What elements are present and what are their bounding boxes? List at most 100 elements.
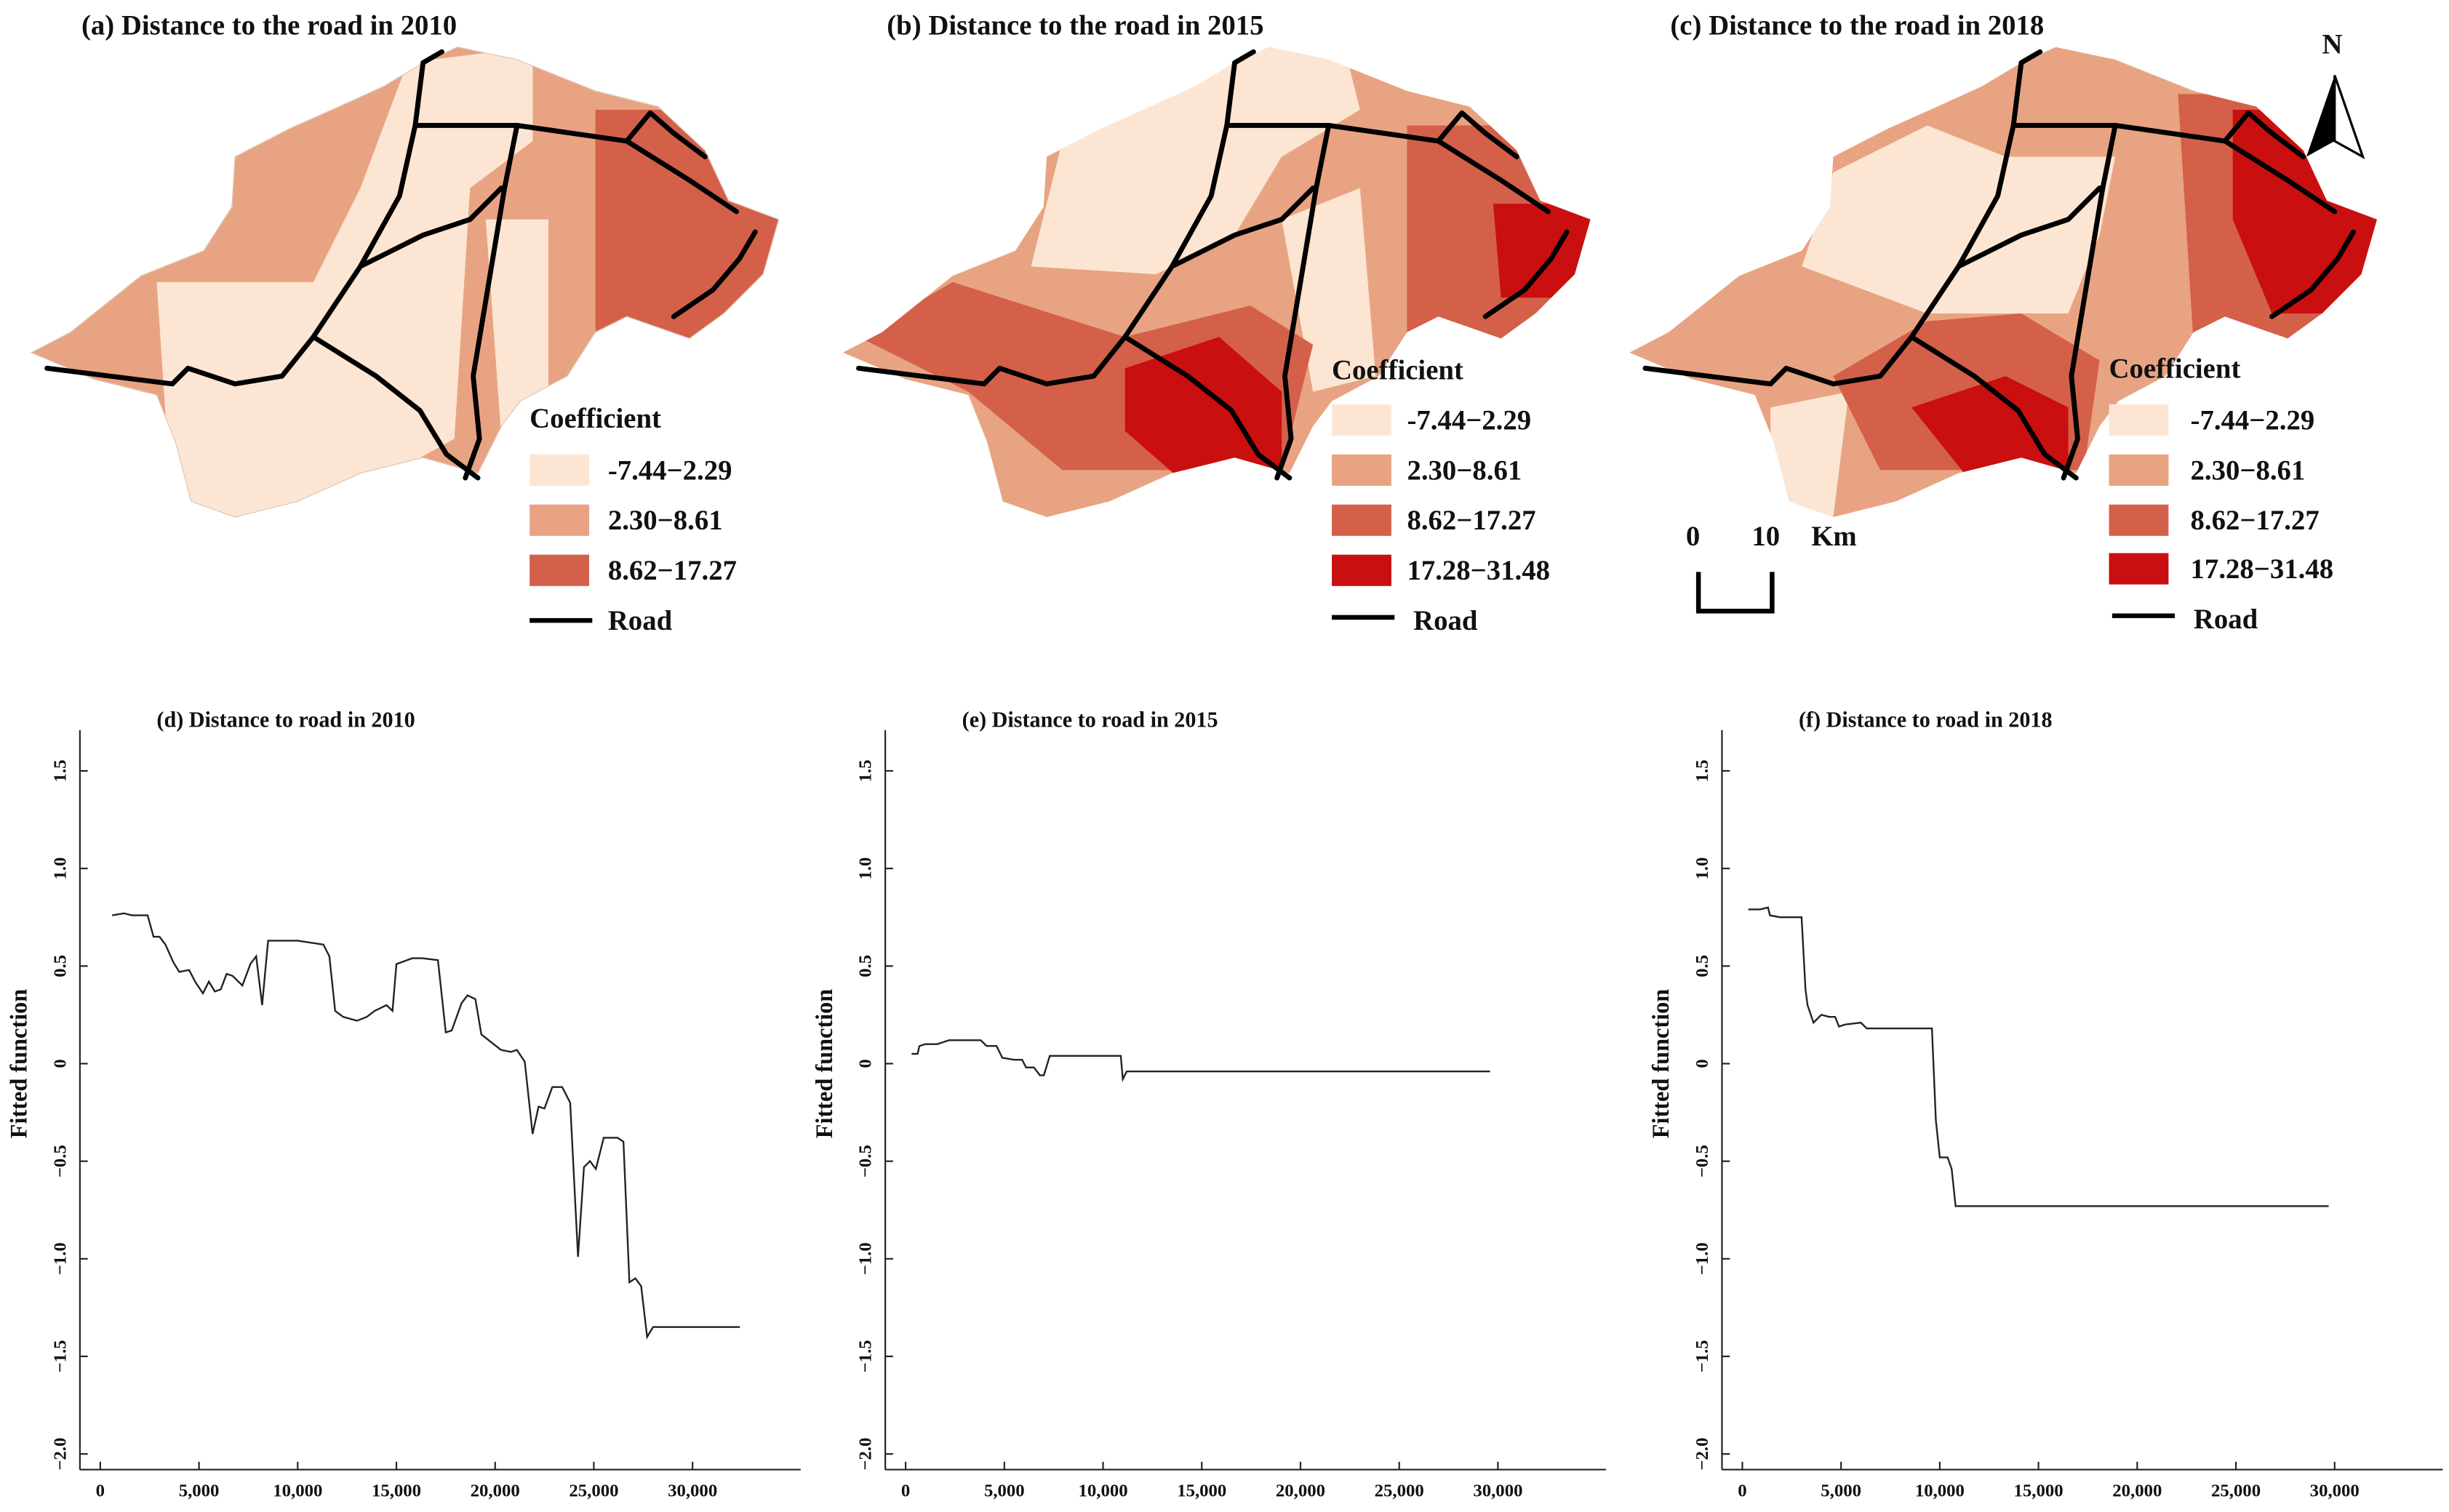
legend: Coefficient -7.44−2.29 2.30−8.61 8.62−17…: [2109, 353, 2333, 635]
x-tick-label: 20,000: [2112, 1481, 2162, 1500]
x-tick-label: 10,000: [273, 1481, 322, 1500]
chart-panel: (f) Distance to road in 2018 0 5,000 10,000…: [1647, 708, 2443, 1500]
scale-bar: 0 10 Km: [1686, 521, 1857, 614]
map-panel-b: (b) Distance to the road in 2015 Coeffic…: [842, 9, 1591, 636]
class-4-area: [1493, 204, 1591, 298]
y-tick-label: −0.5: [50, 1145, 70, 1177]
map-title: (a) Distance to the road in 2010: [81, 9, 457, 41]
y-axis-label: Fitted function: [1647, 989, 1674, 1138]
class-1-area: [1031, 47, 1360, 275]
legend-label: 2.30−8.61: [2191, 455, 2306, 486]
y-tick-label: −1.5: [1693, 1340, 1712, 1372]
fitted-function-line: [911, 1039, 1490, 1083]
x-tick-label: 25,000: [2211, 1481, 2261, 1500]
map-title: (c) Distance to the road in 2018: [1670, 9, 2044, 41]
y-tick-label: −2.0: [856, 1438, 876, 1471]
y-tick-label: −0.5: [856, 1145, 876, 1177]
y-tick-label: 0: [1693, 1059, 1712, 1068]
x-tick-label: 0: [96, 1481, 105, 1500]
class-1-area: [1770, 391, 1849, 517]
y-tick-label: 1.0: [856, 857, 876, 880]
map-raster: [1629, 47, 2377, 517]
y-axis-label: Fitted function: [6, 989, 32, 1138]
scale-unit: Km: [1811, 521, 1856, 552]
scale-label: 0: [1686, 521, 1700, 552]
legend-label: -7.44−2.29: [608, 455, 732, 486]
y-tick-label: −1.0: [50, 1242, 70, 1275]
class-4-area: [1911, 376, 2069, 486]
y-tick-label: −2.0: [1693, 1438, 1712, 1471]
fitted-function-line: [112, 912, 740, 1340]
x-tick-label: 0: [901, 1481, 910, 1500]
y-tick-label: 0: [856, 1059, 876, 1068]
x-tick-label: 10,000: [1078, 1481, 1127, 1500]
class-1-area: [485, 219, 548, 439]
north-label: N: [2322, 28, 2343, 60]
legend-swatch: [530, 454, 589, 486]
y-tick-label: 1.5: [1693, 759, 1712, 782]
north-arrow-icon: [2333, 74, 2365, 159]
legend-label: 8.62−17.27: [2191, 505, 2320, 536]
y-tick-label: 0: [50, 1059, 70, 1068]
y-tick-label: 0.5: [50, 955, 70, 977]
legend-label: 8.62−17.27: [608, 555, 737, 586]
legend-title: Coefficient: [1332, 354, 1463, 385]
map-title: (b) Distance to the road in 2015: [887, 9, 1263, 41]
x-tick-label: 30,000: [2310, 1481, 2360, 1500]
x-tick-label: 5,000: [179, 1481, 220, 1500]
fitted-function-charts: (d) Distance to road in 2010 0 5,000 10,000…: [6, 708, 2443, 1500]
chart-title: (e) Distance to road in 2015: [962, 708, 1218, 732]
x-tick-label: 25,000: [569, 1481, 618, 1500]
x-tick-label: 15,000: [1177, 1481, 1226, 1500]
class-1-area: [156, 47, 533, 517]
y-axis-label: Fitted function: [811, 989, 837, 1138]
legend-swatch: [1332, 554, 1391, 586]
north-arrow: N: [2306, 28, 2365, 159]
legend-label: 2.30−8.61: [1407, 455, 1522, 486]
legend-swatch: [2109, 553, 2169, 585]
y-tick-label: 0.5: [856, 955, 876, 977]
chart-panel: (e) Distance to road in 2015 0 5,000 10,000…: [811, 708, 1607, 1500]
legend-label: 17.28−31.48: [1407, 555, 1550, 586]
legend-swatch: [1332, 454, 1391, 486]
legend: Coefficient -7.44−2.29 2.30−8.61 8.62−17…: [1332, 354, 1550, 636]
map-panel-c: (c) Distance to the road in 2018 N 0 10 …: [1629, 9, 2377, 635]
map-raster: [842, 47, 1591, 517]
x-tick-label: 30,000: [1473, 1481, 1522, 1500]
x-tick-label: 25,000: [1375, 1481, 1424, 1500]
north-arrow-icon: [2306, 75, 2335, 157]
class-4-area: [1124, 337, 1282, 486]
scale-bar-line: [1695, 572, 1775, 614]
y-tick-label: −1.0: [1693, 1242, 1712, 1275]
legend-label: 8.62−17.27: [1407, 505, 1535, 536]
class-1-area: [1802, 125, 2116, 313]
y-tick-label: 1.0: [50, 857, 70, 880]
x-tick-label: 15,000: [2014, 1481, 2064, 1500]
scale-label: 10: [1751, 521, 1780, 552]
x-tick-label: 20,000: [1276, 1481, 1325, 1500]
legend-label: -7.44−2.29: [1407, 404, 1531, 436]
map-raster: [31, 47, 779, 517]
x-tick-label: 20,000: [471, 1481, 520, 1500]
legend-title: Coefficient: [2109, 353, 2241, 384]
y-tick-label: −0.5: [1693, 1145, 1712, 1177]
y-tick-label: −1.5: [856, 1340, 876, 1372]
legend-swatch: [2109, 504, 2169, 536]
legend-label: Road: [2194, 604, 2258, 635]
legend-swatch: [1332, 504, 1391, 536]
fitted-function-line: [1748, 906, 2329, 1207]
legend-swatch: [1332, 404, 1391, 436]
y-tick-label: 1.5: [856, 759, 876, 782]
legend-label: Road: [608, 605, 673, 636]
x-tick-label: 10,000: [1915, 1481, 1965, 1500]
chart-title: (d) Distance to road in 2010: [156, 708, 415, 732]
legend-label: 2.30−8.61: [608, 505, 723, 536]
x-tick-label: 15,000: [372, 1481, 421, 1500]
y-tick-label: 1.5: [50, 759, 70, 782]
map-panel-a: (a) Distance to the road in 2010 Coeffic…: [31, 9, 780, 636]
legend-label: Road: [1413, 605, 1478, 636]
chart-panel: (d) Distance to road in 2010 0 5,000 10,000…: [6, 708, 801, 1500]
legend-swatch: [530, 554, 589, 586]
x-tick-label: 0: [1738, 1481, 1746, 1500]
